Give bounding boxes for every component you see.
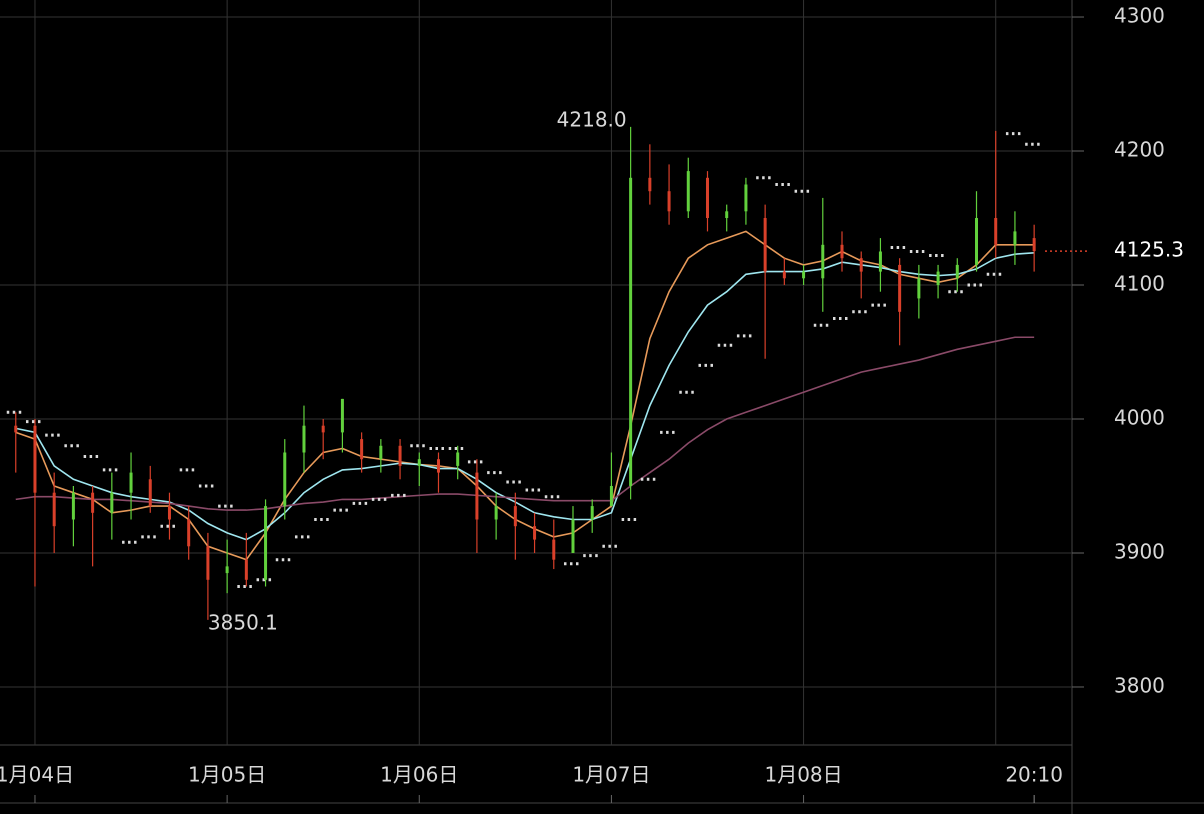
bar-body — [975, 218, 979, 265]
bar-body — [91, 492, 95, 513]
bar-body — [456, 452, 460, 466]
last-price-label: 4125.3 — [1114, 238, 1184, 262]
bar-body — [225, 566, 229, 574]
bar-body — [802, 271, 806, 279]
x-tick-label: 1月07日 — [572, 763, 650, 787]
bar-body — [494, 506, 498, 520]
y-tick-label: 3900 — [1114, 539, 1165, 563]
bar-body — [129, 472, 133, 493]
bar-body — [917, 278, 921, 299]
x-tick-label: 1月04日 — [0, 763, 74, 787]
bar-body — [187, 519, 191, 547]
bar-body — [533, 526, 537, 540]
bar-body — [552, 539, 556, 560]
bar-body — [648, 177, 652, 192]
bar-body — [264, 506, 268, 580]
x-tick-label: 1月05日 — [188, 763, 266, 787]
y-tick-label: 4200 — [1114, 138, 1165, 162]
bar-body — [821, 244, 825, 279]
bar-body — [590, 506, 594, 520]
bar-body — [1032, 238, 1036, 252]
bar-body — [110, 492, 114, 513]
moving-average — [15, 336, 1035, 511]
bar-body — [475, 472, 479, 520]
y-tick-label: 4300 — [1114, 4, 1165, 28]
bar-body — [609, 485, 613, 507]
bar-body — [763, 218, 767, 272]
y-tick-label: 3800 — [1114, 673, 1165, 697]
x-tick-label: 1月08日 — [764, 763, 842, 787]
bar-body — [417, 459, 421, 466]
moving-average — [15, 252, 1035, 541]
price-annotation: 3850.1 — [208, 610, 278, 634]
bar-body — [513, 506, 517, 527]
bar-body — [955, 264, 959, 279]
moving-average — [15, 230, 1035, 561]
bar-body — [878, 251, 882, 272]
bar-body — [840, 244, 844, 259]
bar-body — [744, 184, 748, 212]
bar-body — [33, 425, 37, 493]
bar-body — [782, 271, 786, 279]
bar-body — [167, 506, 171, 520]
bar-body — [244, 559, 248, 580]
bar-body — [571, 519, 575, 553]
bar-body — [398, 445, 402, 466]
y-tick-label: 4000 — [1114, 405, 1165, 429]
bar-body — [936, 271, 940, 286]
bar-body — [994, 218, 998, 245]
bar-body — [14, 425, 18, 433]
y-tick-label: 4100 — [1114, 272, 1165, 296]
bar-body — [71, 492, 75, 520]
last-time-label: 20:10 — [1005, 763, 1063, 787]
x-tick-label: 1月06日 — [380, 763, 458, 787]
bar-body — [725, 211, 729, 219]
bar-body — [340, 398, 344, 433]
bar-body — [436, 459, 440, 473]
bar-body — [898, 264, 902, 312]
bar-body — [321, 425, 325, 433]
bar-body — [302, 425, 306, 453]
bar-body — [629, 177, 633, 486]
bar-body — [283, 452, 287, 507]
bar-body — [686, 171, 690, 212]
bar-body — [52, 492, 56, 527]
bar-body — [360, 439, 364, 460]
bar-body — [206, 546, 210, 580]
bar-body — [148, 479, 152, 507]
bar-body — [1013, 231, 1017, 245]
price-annotation: 4218.0 — [557, 107, 627, 131]
bar-body — [379, 445, 383, 460]
bar-body — [859, 258, 863, 272]
bar-body — [667, 191, 671, 212]
bar-body — [705, 177, 709, 219]
